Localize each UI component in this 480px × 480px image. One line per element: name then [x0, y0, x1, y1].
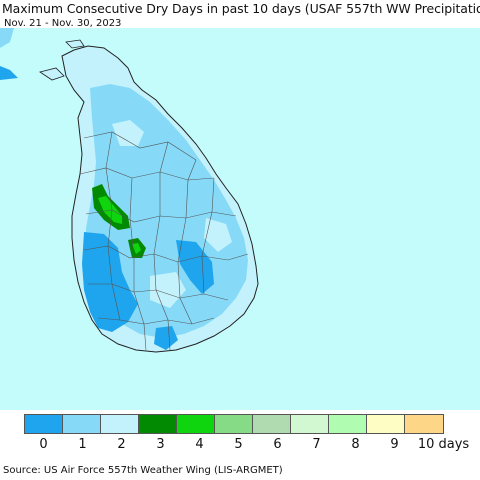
legend-swatch	[329, 415, 367, 433]
legend-swatch	[63, 415, 101, 433]
coastal-patch-w	[0, 66, 18, 80]
zone-0-day-east	[176, 240, 214, 294]
source-footer: Source: US Air Force 557th Weather Wing …	[3, 465, 283, 476]
legend-label: 1	[78, 437, 87, 452]
district-boundaries	[79, 131, 249, 351]
date-range: Nov. 21 - Nov. 30, 2023	[4, 18, 122, 29]
zone-4-day-west	[98, 196, 122, 224]
legend-swatch	[25, 415, 63, 433]
legend-swatch	[139, 415, 177, 433]
legend-swatch	[177, 415, 215, 433]
legend-label: 2	[117, 437, 126, 452]
legend-swatch	[291, 415, 329, 433]
legend-label: 7	[312, 437, 321, 452]
zone-2-day-east	[204, 218, 232, 252]
zone-4-day-central	[132, 243, 141, 254]
legend-label: 4	[195, 437, 204, 452]
zone-2-day-north	[112, 120, 144, 146]
legend-label: 3	[156, 437, 165, 452]
legend-label: 0	[39, 437, 48, 452]
zone-0-day-south	[154, 326, 178, 350]
legend-swatch	[253, 415, 291, 433]
legend-swatch	[101, 415, 139, 433]
map-title: Maximum Consecutive Dry Days in past 10 …	[2, 1, 480, 16]
precipitation-map	[0, 28, 480, 410]
legend-swatch	[367, 415, 405, 433]
island-north-tip	[39, 67, 65, 81]
zone-0-day-west	[82, 232, 138, 332]
legend-colorbar	[24, 414, 444, 434]
island-north-small	[65, 39, 85, 49]
legend-label: 10 days	[417, 437, 470, 452]
legend-labels: 0 1 2 3 4 5 6 7 8 9 10 days	[0, 437, 480, 455]
legend-label: 9	[390, 437, 399, 452]
coastal-patch-nw	[0, 28, 14, 48]
legend-label: 8	[351, 437, 360, 452]
legend-swatch	[215, 415, 253, 433]
legend-label: 5	[234, 437, 243, 452]
zone-2-day-south	[150, 272, 186, 308]
legend-swatch	[405, 415, 443, 433]
legend-label: 6	[273, 437, 282, 452]
